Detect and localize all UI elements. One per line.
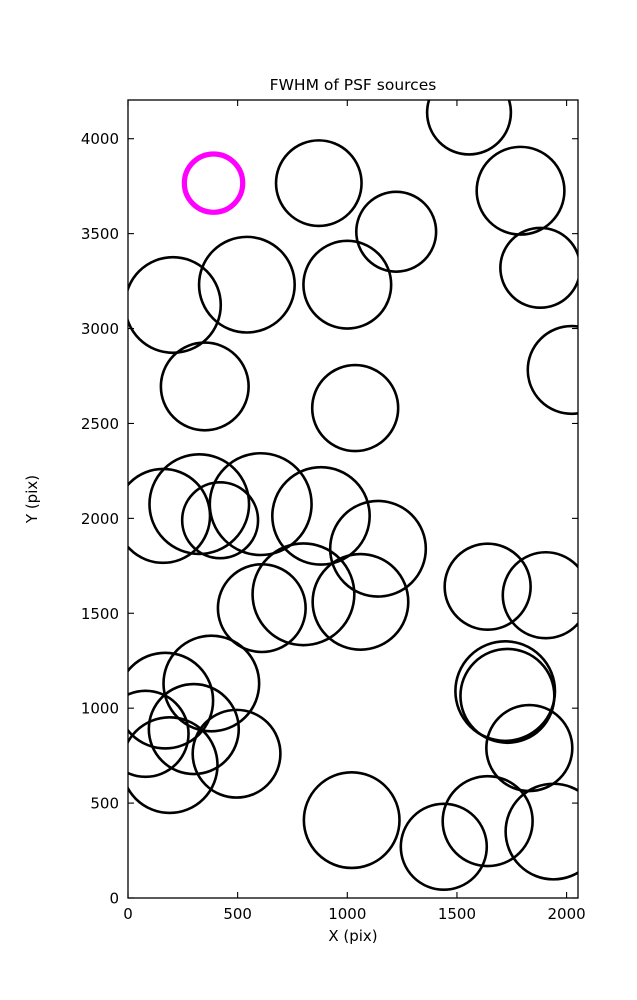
y-tick-label: 2500	[81, 415, 119, 433]
psf-source-circle	[499, 226, 578, 309]
psf-source-circle	[454, 640, 557, 743]
x-tick-label: 0	[123, 905, 133, 923]
x-axis-label: X (pix)	[328, 927, 377, 945]
psf-source-circle	[208, 451, 313, 557]
psf-source-circle	[159, 341, 250, 432]
psf-source-circle	[441, 774, 534, 868]
psf-source-circle	[128, 255, 223, 355]
psf-source-circle	[271, 465, 371, 566]
axes-frame	[127, 99, 579, 899]
psf-source-circle	[302, 771, 401, 870]
psf-source-circle	[180, 481, 260, 560]
y-tick-label: 2000	[81, 510, 119, 528]
psf-source-circle	[162, 634, 261, 733]
y-tick-label: 3500	[81, 225, 119, 243]
psf-source-circle	[526, 324, 578, 416]
psf-source-circle	[128, 651, 215, 750]
psf-source-circle	[501, 550, 578, 640]
psf-circles-layer	[128, 100, 578, 892]
x-tick-label: 1000	[328, 905, 366, 923]
y-tick-label: 1500	[81, 605, 119, 623]
y-tick-label: 3000	[81, 320, 119, 338]
x-tick-label: 500	[223, 905, 252, 923]
psf-source-circle	[128, 467, 212, 565]
psf-source-circle	[475, 145, 566, 236]
psf-source-circle	[354, 190, 438, 273]
y-tick-label: 0	[109, 890, 119, 908]
psf-source-circle	[504, 782, 578, 881]
chart-title: FWHM of PSF sources	[270, 76, 437, 94]
y-axis-ticks: 0 500 1000 1500 2000 2500 3000 3500 4000	[81, 130, 578, 908]
y-tick-label: 500	[90, 795, 119, 813]
psf-source-circle	[128, 689, 190, 779]
psf-source-circle	[328, 499, 428, 598]
psf-source-circle	[443, 542, 532, 631]
psf-source-circle	[425, 100, 513, 156]
psf-source-circle	[216, 562, 307, 654]
psf-source-circle	[302, 239, 393, 330]
x-tick-label: 2000	[548, 905, 586, 923]
psf-source-circle	[128, 716, 219, 815]
y-tick-label: 1000	[81, 700, 119, 718]
psf-source-circle	[399, 802, 489, 892]
psf-source-circle	[251, 542, 356, 647]
psf-source-circle-highlighted	[181, 151, 246, 215]
y-axis-label: Y (pix)	[23, 475, 41, 524]
psf-source-circle	[311, 552, 410, 651]
psf-source-circle	[274, 139, 363, 228]
psf-source-circle	[191, 708, 282, 799]
y-tick-label: 4000	[81, 130, 119, 148]
psf-source-circle	[148, 453, 251, 556]
psf-source-circle	[197, 235, 296, 334]
psf-source-circle	[310, 363, 400, 453]
psf-source-circle	[147, 682, 241, 776]
x-axis-ticks: 0 500 1000 1500 2000	[123, 100, 586, 923]
x-tick-label: 1500	[438, 905, 476, 923]
